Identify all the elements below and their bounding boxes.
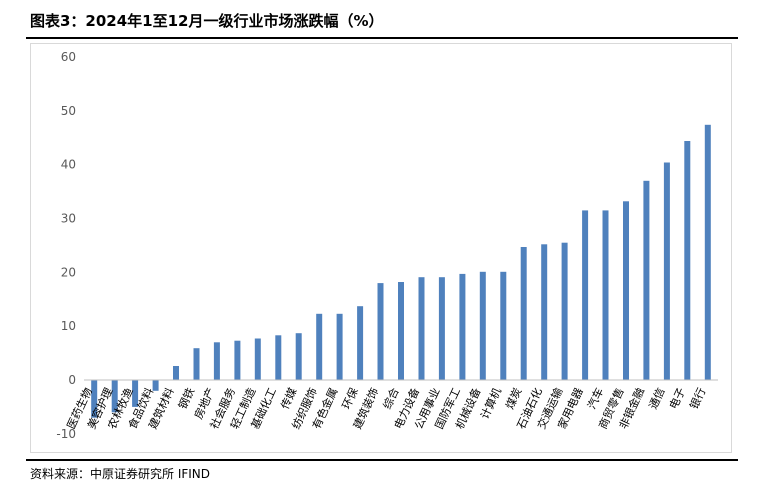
figure-title: 图表3：2024年1至12月一级行业市场涨跌幅（%）: [30, 12, 384, 30]
category-label: 电子: [667, 386, 688, 411]
bar: [132, 380, 139, 407]
category-label: 银行: [687, 385, 709, 411]
bar: [561, 242, 568, 380]
bar: [152, 380, 159, 391]
bar: [643, 180, 650, 380]
category-label: 环保: [339, 385, 361, 411]
bar: [336, 313, 343, 380]
bar: [500, 271, 507, 380]
bar: [459, 273, 466, 380]
bar: [520, 247, 527, 380]
bar: [684, 141, 691, 380]
category-label: 通信: [647, 386, 668, 411]
y-axis-ticks: -10 0 10 20 30 40 50 60: [56, 50, 76, 441]
category-label: 汽车: [584, 385, 606, 411]
category-label: 综合: [380, 385, 402, 411]
bottom-rule: [26, 459, 738, 461]
bar: [173, 366, 179, 380]
bar: [111, 380, 118, 413]
y-tick-label: -10: [56, 427, 76, 441]
top-rule: [26, 37, 738, 39]
y-tick-label: 40: [61, 158, 76, 172]
bar: [254, 338, 261, 380]
source-note: 资料来源：中原证券研究所 IFIND: [30, 467, 211, 481]
y-tick-label: 10: [61, 319, 76, 333]
bar: [479, 271, 486, 380]
bar: [541, 244, 548, 380]
y-tick-label: 0: [68, 373, 76, 387]
category-label: 煤炭: [503, 386, 524, 411]
bar: [357, 306, 364, 380]
bar: [602, 210, 609, 380]
bar: [295, 333, 302, 380]
bars: [91, 124, 711, 418]
category-label: 传媒: [278, 386, 299, 411]
bar: [275, 335, 282, 380]
bar: [623, 201, 629, 380]
bar: [438, 277, 445, 380]
bar: [377, 283, 384, 380]
chart-frame: [30, 43, 732, 453]
y-tick-label: 50: [61, 104, 76, 118]
bar: [213, 342, 220, 380]
y-tick-label: 60: [61, 50, 76, 64]
bar: [316, 313, 323, 380]
bar: [234, 340, 241, 380]
bar: [193, 348, 200, 380]
bar: [663, 162, 670, 380]
bar: [91, 380, 98, 418]
y-tick-label: 20: [61, 265, 76, 279]
bar: [418, 277, 425, 380]
bar: [398, 282, 404, 380]
y-tick-label: 30: [61, 212, 76, 226]
category-label: 钢铁: [176, 386, 197, 411]
bar: [582, 210, 589, 380]
bar: [704, 124, 711, 380]
